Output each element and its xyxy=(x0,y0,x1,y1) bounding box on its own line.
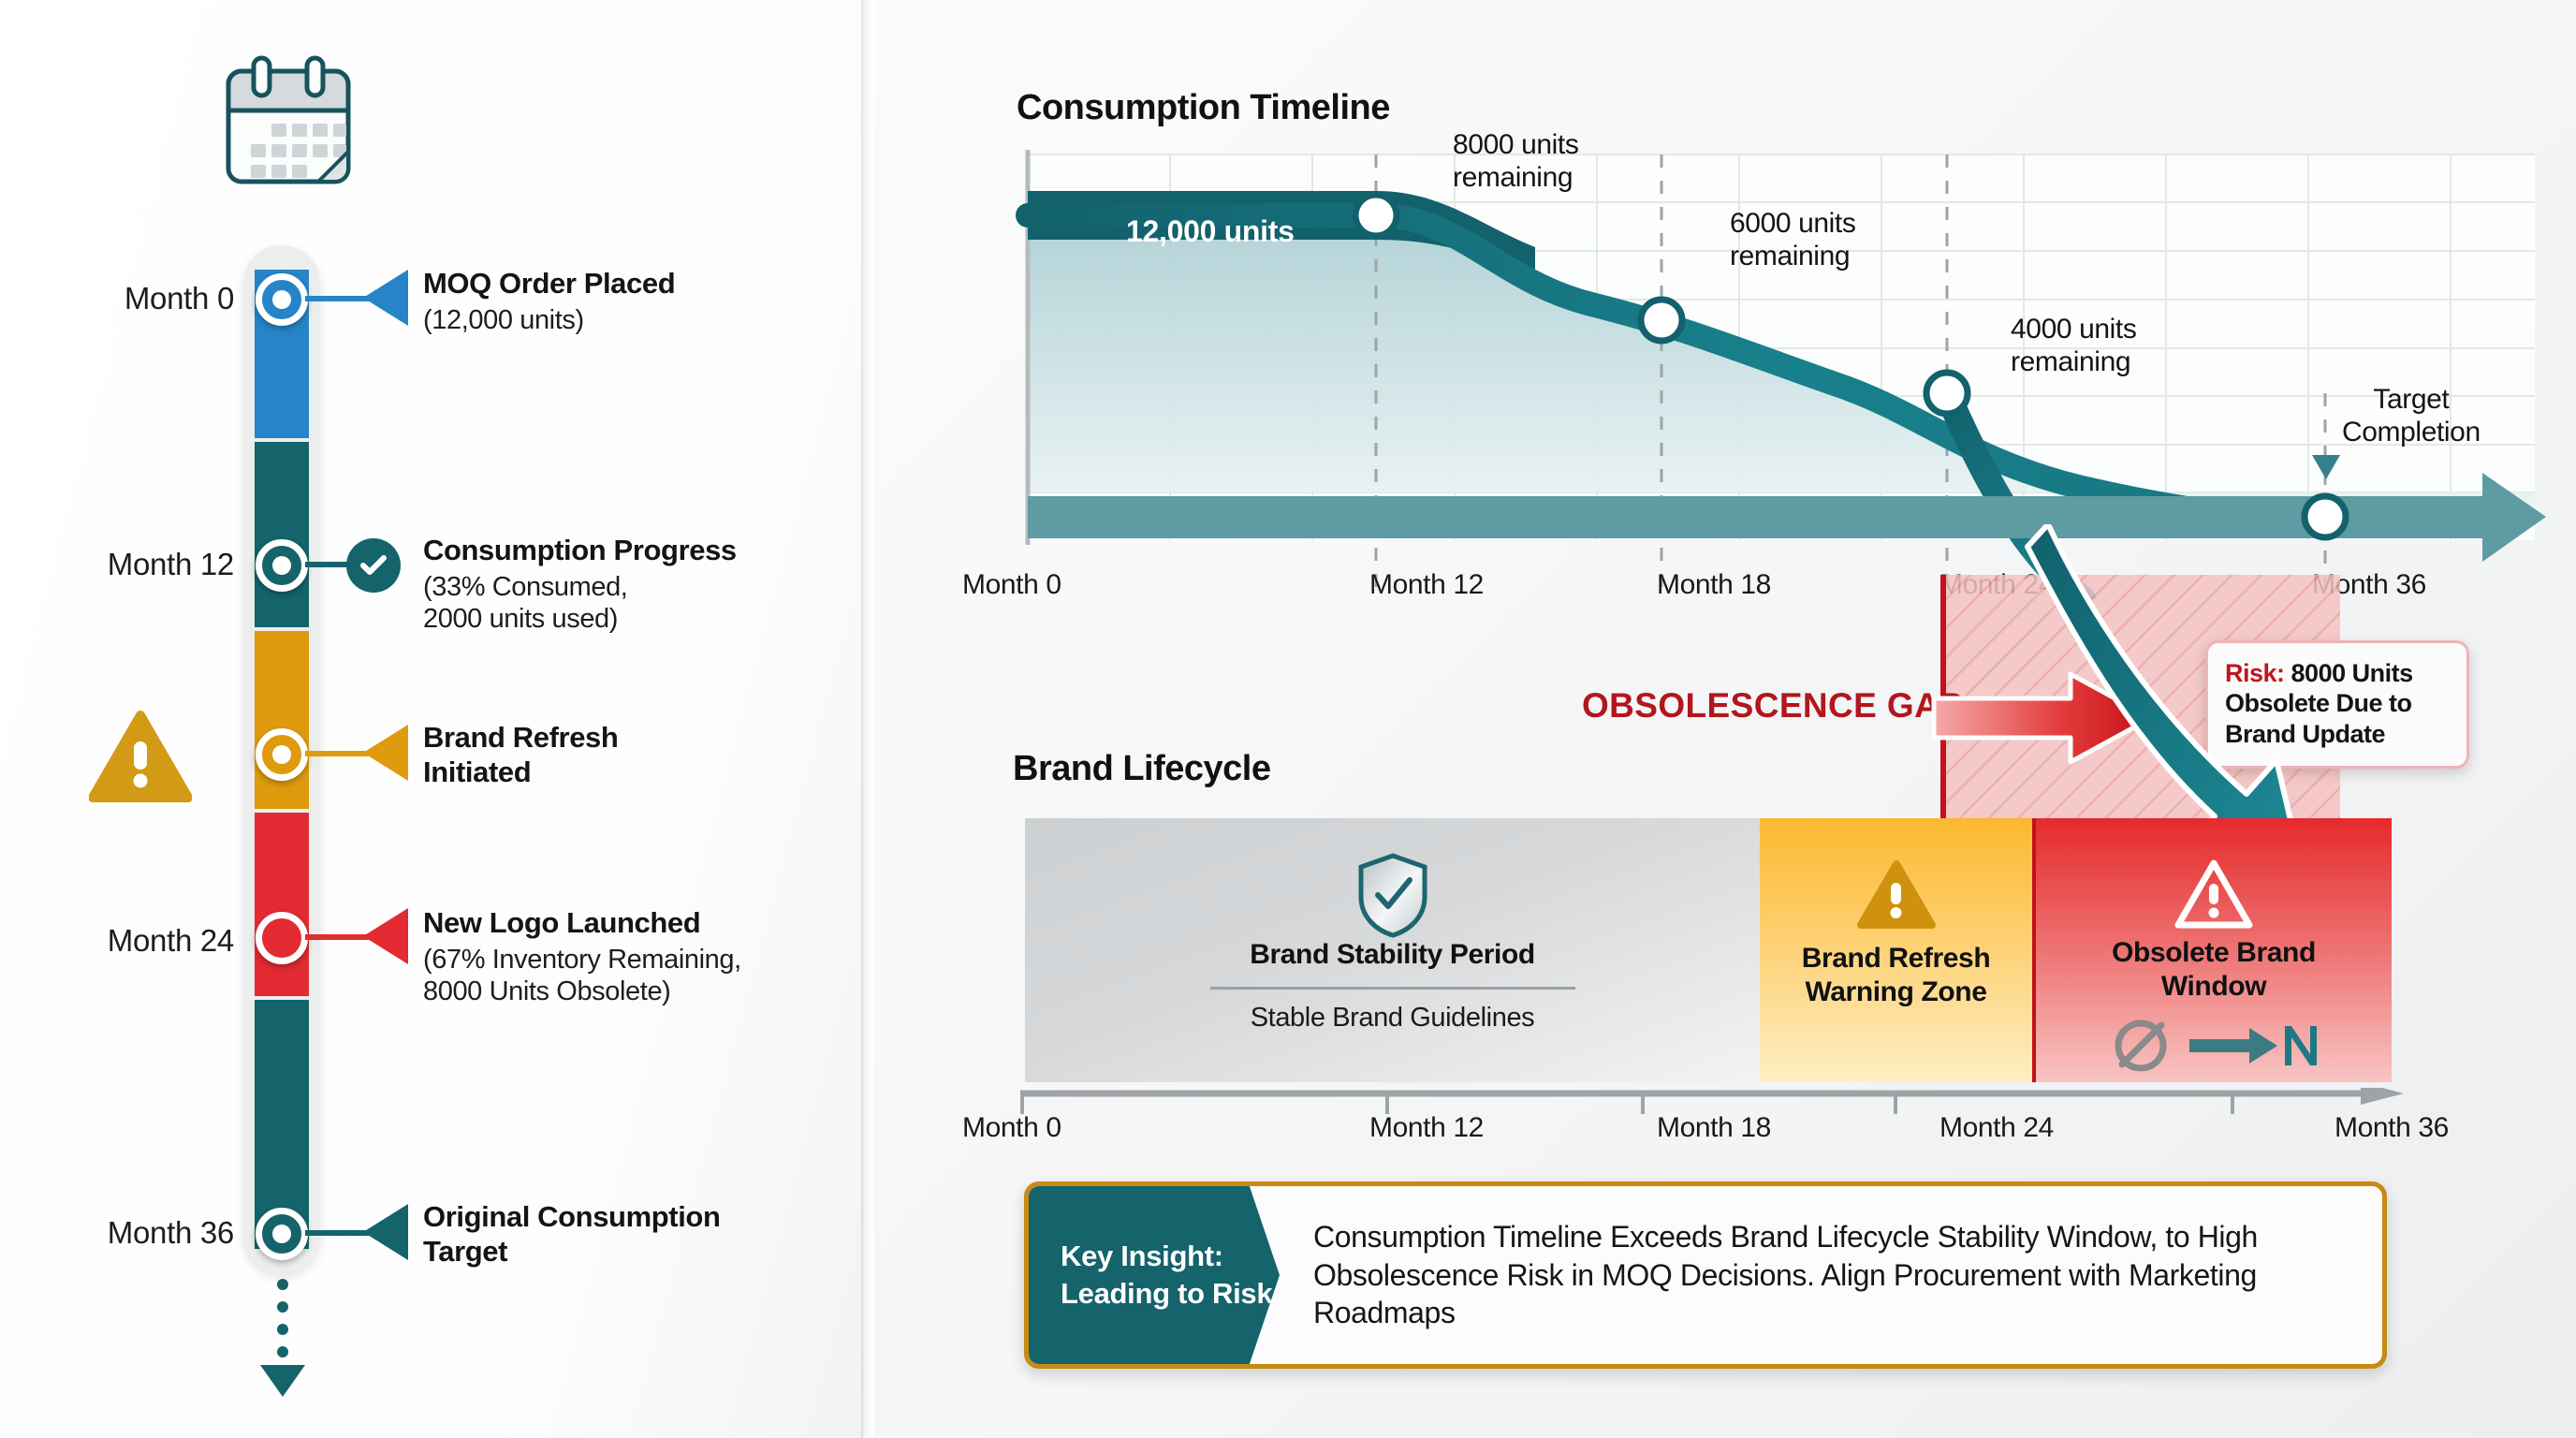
chart-xtick-0: Month 0 xyxy=(962,569,1061,600)
timeline-connector-0 xyxy=(305,296,369,301)
consumption-chart-title: Consumption Timeline xyxy=(1017,88,1390,127)
timeline-node-logo[interactable] xyxy=(256,912,308,964)
timeline-panel: Month 0 Month 12 Month 24 Month 36 MOQ O… xyxy=(0,0,863,1438)
check-circle-icon xyxy=(346,538,401,593)
event-subtitle-consumption: (33% Consumed, 2000 units used) xyxy=(423,572,628,635)
timeline-pointer-4 xyxy=(363,1204,408,1260)
annotation-4000-units: 4000 units remaining xyxy=(2011,314,2137,377)
timeline-connector-1 xyxy=(305,562,350,567)
event-title-moq: MOQ Order Placed xyxy=(423,267,676,300)
lifecycle-band-stability-label: Brand Stability Period xyxy=(1250,939,1535,970)
key-insight-text: Consumption Timeline Exceeds Brand Lifec… xyxy=(1313,1219,2258,1330)
timeline-node-refresh[interactable] xyxy=(256,728,308,781)
timeline-month-label-1: Month 12 xyxy=(107,547,235,581)
lifecycle-xtick-0: Month 0 xyxy=(962,1112,1061,1143)
timeline-down-arrow-icon xyxy=(260,1365,305,1397)
lifecycle-xtick-36: Month 36 xyxy=(2334,1112,2449,1143)
timeline-month-label-0: Month 0 xyxy=(124,281,234,315)
consumption-chart xyxy=(1016,150,2546,599)
annotation-target-completion: Target Completion xyxy=(2342,384,2481,448)
lifecycle-band-warning[interactable]: Brand Refresh Warning Zone xyxy=(1760,818,2032,1082)
brand-transition-icon xyxy=(2115,1020,2317,1072)
lifecycle-band-obsolete-label: Obsolete Brand Window xyxy=(2112,937,2316,1002)
lifecycle-x-axis xyxy=(1020,1088,2404,1114)
timeline-pointer-0 xyxy=(363,270,408,326)
risk-callout: Risk: 8000 Units Obsolete Due to Brand U… xyxy=(2205,640,2469,770)
obsolescence-gap-label: OBSOLESCENCE GAP xyxy=(1582,686,1964,725)
lifecycle-xtick-12: Month 12 xyxy=(1369,1112,1484,1143)
timeline-node-moq[interactable] xyxy=(256,273,308,326)
warning-triangle-icon xyxy=(1856,860,1936,929)
timeline-pointer-3 xyxy=(363,908,408,964)
key-insight-tag: Key Insight: Leading to Risk xyxy=(1029,1186,1280,1364)
lifecycle-xtick-18: Month 18 xyxy=(1657,1112,1771,1143)
brand-lifecycle-bands: Brand Stability Period Stable Brand Guid… xyxy=(1025,818,2392,1082)
event-title-consumption: Consumption Progress xyxy=(423,534,737,566)
timeline-month-label-4: Month 36 xyxy=(107,1215,235,1250)
timeline-segment-refresh xyxy=(255,631,309,809)
lifecycle-band-stability[interactable]: Brand Stability Period Stable Brand Guid… xyxy=(1025,818,1760,1082)
annotation-8000-units: 8000 units remaining xyxy=(1453,129,1579,193)
event-subtitle-moq: (12,000 units) xyxy=(423,305,584,335)
lifecycle-band-rule xyxy=(1209,987,1575,990)
gap-red-arrow-icon xyxy=(1931,671,2154,765)
timeline-connector-3 xyxy=(305,934,369,940)
event-subtitle-logo: (67% Inventory Remaining, 8000 Units Obs… xyxy=(423,945,741,1007)
timeline-segment-target xyxy=(255,1000,309,1249)
annotation-6000-units: 6000 units remaining xyxy=(1730,208,1856,271)
key-insight-banner: Key Insight: Leading to Risk Consumption… xyxy=(1024,1181,2387,1369)
warning-triangle-icon xyxy=(89,711,192,802)
timeline-pointer-2 xyxy=(363,725,408,781)
event-title-logo: New Logo Launched xyxy=(423,906,701,939)
chart-xtick-12: Month 12 xyxy=(1369,569,1484,600)
chart-xtick-18: Month 18 xyxy=(1657,569,1771,600)
timeline-month-label-3: Month 24 xyxy=(107,923,235,958)
timeline-node-target[interactable] xyxy=(256,1208,308,1260)
event-title-target: Original Consumption Target xyxy=(423,1200,721,1268)
risk-prefix: Risk: xyxy=(2225,659,2285,687)
timeline-connector-2 xyxy=(305,751,369,756)
panel-divider xyxy=(861,0,874,1438)
calendar-icon xyxy=(226,55,351,184)
lifecycle-xtick-24: Month 24 xyxy=(1939,1112,2054,1143)
timeline-node-consumption[interactable] xyxy=(256,539,308,592)
chart-band-label: 12,000 units xyxy=(1126,214,1295,248)
lifecycle-band-warning-label: Brand Refresh Warning Zone xyxy=(1801,943,1991,1007)
timeline-continuation-dots xyxy=(273,1279,292,1359)
timeline-connector-4 xyxy=(305,1230,369,1236)
timeline-segment-logo xyxy=(255,813,309,996)
lifecycle-band-stability-sub: Stable Brand Guidelines xyxy=(1250,1003,1535,1033)
event-title-refresh: Brand Refresh Initiated xyxy=(423,721,619,788)
brand-lifecycle-title: Brand Lifecycle xyxy=(1013,749,1271,788)
lifecycle-band-obsolete[interactable]: Obsolete Brand Window xyxy=(2032,818,2392,1082)
shield-check-icon xyxy=(1358,853,1427,938)
alert-triangle-outline-icon xyxy=(2174,859,2253,929)
timeline-segment-consumption xyxy=(255,442,309,627)
